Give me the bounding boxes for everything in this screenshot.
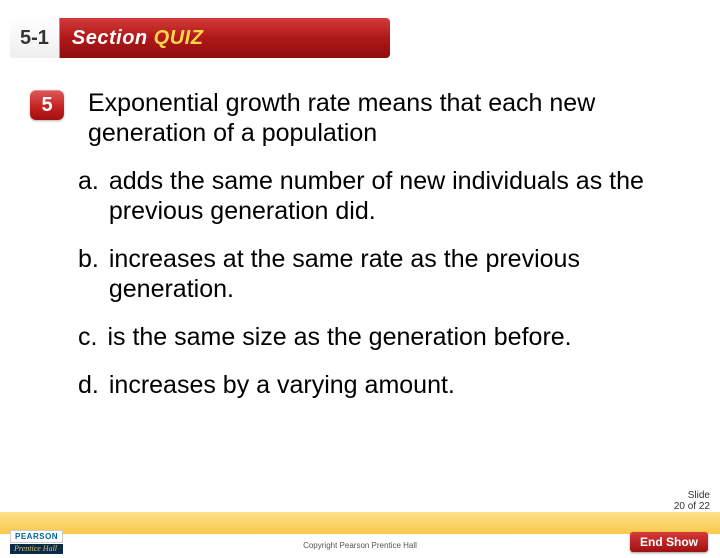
option-text: increases at the same rate as the previo… [109, 244, 680, 304]
section-label-prefix: Section [72, 27, 148, 50]
publisher-logo: PEARSON Prentice Hall [10, 530, 63, 554]
options-list: a. adds the same number of new individua… [78, 166, 680, 400]
section-label: Section QUIZ [60, 18, 390, 58]
slide-counter-line2: 20 of 22 [674, 501, 710, 512]
question-number-badge: 5 [30, 90, 64, 120]
copyright-text: Copyright Pearson Prentice Hall [303, 541, 417, 550]
logo-prentice-hall: Prentice Hall [10, 544, 63, 554]
slide-counter-line1: Slide [674, 490, 710, 501]
option-d: d. increases by a varying amount. [78, 370, 680, 400]
option-b: b. increases at the same rate as the pre… [78, 244, 680, 304]
option-text: is the same size as the generation befor… [107, 322, 571, 352]
option-letter: a. [78, 166, 99, 226]
section-quiz-banner: 5-1 Section QUIZ [10, 18, 390, 58]
option-c: c. is the same size as the generation be… [78, 322, 680, 352]
question-text: Exponential growth rate means that each … [88, 88, 680, 148]
bottom-band [0, 512, 720, 534]
content-area: 5 Exponential growth rate means that eac… [0, 58, 720, 400]
end-show-button[interactable]: End Show [630, 532, 708, 552]
section-label-suffix: QUIZ [154, 27, 204, 50]
section-number: 5-1 [10, 18, 60, 58]
logo-pearson: PEARSON [10, 530, 63, 543]
question-row: 5 Exponential growth rate means that eac… [40, 88, 680, 148]
option-text: increases by a varying amount. [109, 370, 455, 400]
option-letter: b. [78, 244, 99, 304]
slide-counter: Slide 20 of 22 [674, 490, 710, 512]
option-text: adds the same number of new individuals … [109, 166, 680, 226]
option-letter: d. [78, 370, 99, 400]
option-a: a. adds the same number of new individua… [78, 166, 680, 226]
option-letter: c. [78, 322, 97, 352]
